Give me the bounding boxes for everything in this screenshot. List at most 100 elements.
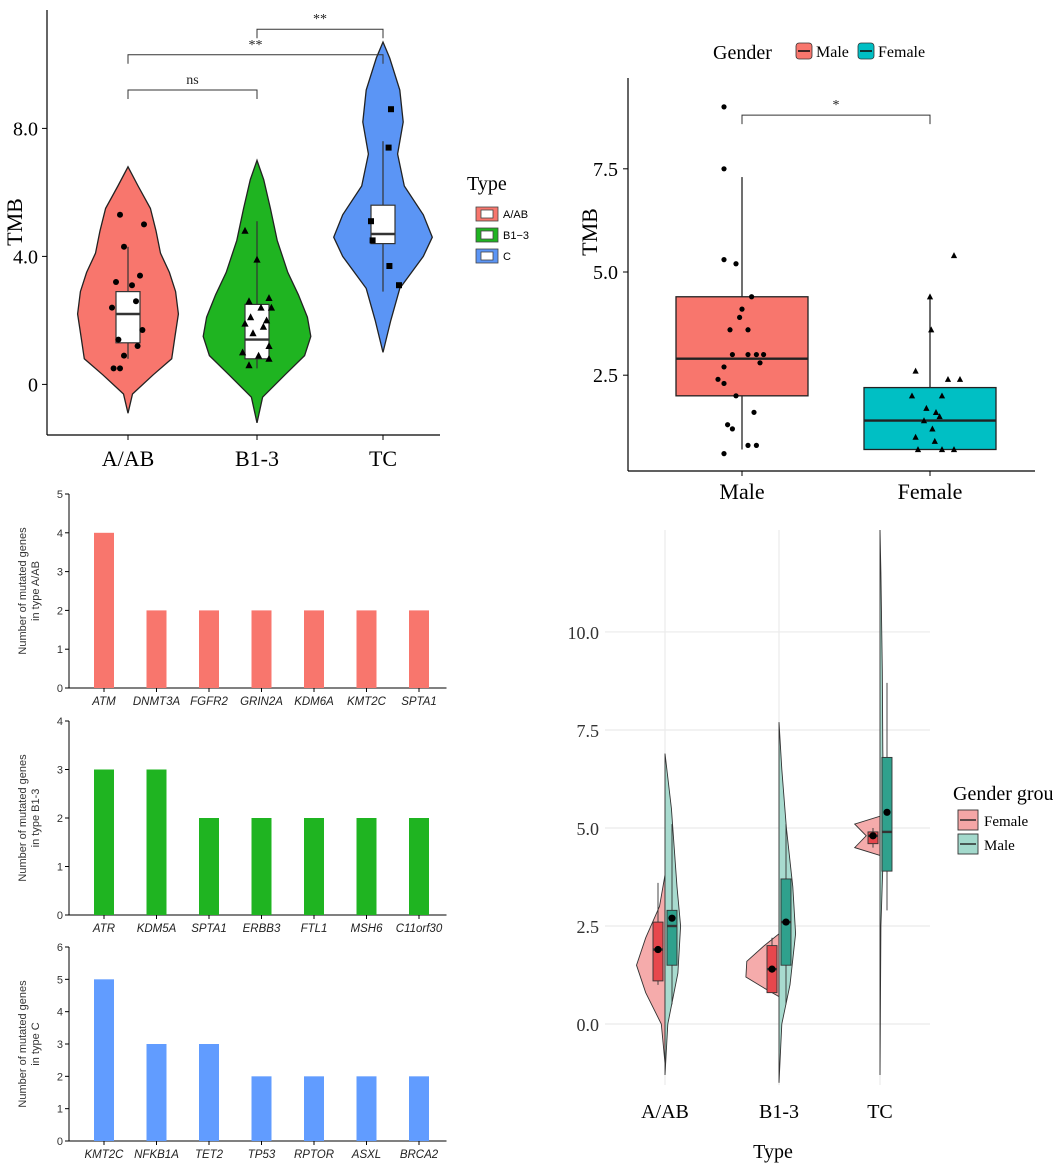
d-ytick-label-4: 10.0 [568,623,600,643]
panelC2-ytick-label-2: 2 [57,813,63,825]
a-xtick-label-1: B1-3 [235,446,279,471]
panelC3-bar-1 [146,1044,167,1141]
a-point-1-7 [263,316,271,324]
a-comparison-2-bracket [256,28,384,39]
panelC2-xtick-label-0: ATR [92,923,115,935]
b-point-0-20 [729,426,736,432]
panelC3-ytick-label-3: 3 [57,1039,63,1051]
panelC2-ytick-label-1: 1 [57,862,63,874]
panel-c2-bar-b13: 0 1 2 3 4 ATR KDM5A SPTA1 ERBB3 FTL1 MSH6 C11orf30 N… [17,716,447,935]
a-comparison-1-bracket [127,54,384,64]
a-comparison-1-label: ** [249,38,263,53]
a-ytick-label-2: 8.0 [13,118,38,140]
panelC1-xtick-label-0: ATM [91,696,116,708]
a-point-1-12 [239,348,247,356]
b-point-1-13 [912,433,919,440]
d-mean-female-0 [654,945,662,954]
panelC3-ytick-label-1: 1 [57,1104,63,1116]
b-point-1-16 [938,446,946,453]
a-legend-label-1: B1−3 [503,230,529,242]
a-ytick-label-0: 0 [28,374,38,396]
a-point-2-5 [396,282,402,289]
a-point-0-13 [117,365,123,372]
b-point-0-22 [745,442,751,448]
panelC2-ytick-label-0: 0 [57,910,63,922]
panelC1-xtick-label-3: GRIN2A [240,696,283,708]
b-point-1-4 [908,392,916,399]
panelC2-bar-2 [199,818,219,915]
panelC1-ytick-label-0: 0 [57,683,63,695]
b-point-1-7 [956,375,964,382]
panelC2-bar-3 [251,818,272,915]
d-mean-male-0 [668,914,676,922]
panelC3-xtick-label-0: KMT2C [85,1149,125,1161]
a-point-1-15 [245,361,253,369]
panelC2-y-axis-label: Number of mutated genesin type B1-3 [17,754,42,882]
panel-b-gender-box: 2.5 5.0 7.5 TMB Male Female * Gender Male Female [577,42,1035,504]
panelC3-xtick-label-1: NFKB1A [134,1149,179,1161]
a-point-2-2 [368,218,374,225]
d-ytick-label-3: 7.5 [577,721,600,741]
panelC3-xtick-label-3: TP53 [248,1149,276,1161]
b-point-1-5 [938,392,946,399]
panelC1-ytick-label-1: 1 [57,644,63,656]
panelC3-ytick-label-5: 5 [57,974,63,986]
b-y-axis-label: TMB [577,208,602,256]
panel-c1-bar-aab: 0 1 2 3 4 5 ATM DNMT3A FGFR2 GRIN2A KDM6A KMT2C SPTA… [17,489,447,708]
b-point-1-0 [950,252,958,259]
a-point-2-3 [369,237,376,244]
b-point-1-3 [912,367,919,374]
b-xtick-label-1: Female [898,479,963,504]
panelC1-bar-3 [251,610,272,688]
a-point-2-0 [388,106,394,113]
b-point-0-15 [715,376,721,382]
panel-c3-bar-c: 0 1 2 3 4 5 6 KMT2C NFKB1A TET2 TP53 RPTOR ASXL BRCA2… [17,942,447,1161]
b-point-0-4 [749,294,755,300]
panelC2-ytick-label-4: 4 [57,716,63,728]
panelC2-bar-0 [94,769,114,915]
d-ytick-label-2: 5.0 [577,819,600,839]
panelC1-bar-5 [356,610,377,688]
panelC2-bar-5 [356,818,377,915]
a-point-1-0 [241,226,249,234]
b-comparison-0-bracket [741,114,931,125]
a-point-0-9 [115,336,122,343]
panelC2-bar-6 [409,818,429,915]
panel-a-type-violin: 0 4.0 8.0 TMB A/AB B1-3 TC ns ** ** Type A/AB B1−3 C [2,10,529,471]
d-mean-male-2 [883,808,891,816]
b-point-1-11 [920,417,928,424]
a-point-1-3 [245,297,253,305]
b-point-0-7 [727,327,733,333]
a-point-0-11 [121,352,127,359]
a-comparison-0-label: ns [186,73,198,88]
panelC3-y-axis-label: Number of mutated genesin type C [17,980,42,1108]
a-point-0-1 [141,221,147,228]
d-mean-male-1 [782,918,790,926]
panelC1-xtick-label-2: FGFR2 [190,696,228,708]
d-xtick-label-0: A/AB [641,1101,689,1123]
b-ytick-label-1: 5.0 [593,262,618,284]
panelC2-bar-1 [146,769,167,915]
a-comparison-2-label: ** [313,12,327,27]
b-point-0-5 [739,306,745,312]
panelC2-ytick-label-3: 3 [57,765,63,777]
panelC3-xtick-label-5: ASXL [351,1149,381,1161]
a-point-0-12 [110,365,117,372]
a-point-1-9 [259,322,267,330]
a-point-1-11 [265,342,273,349]
panel-d-split-violin: 0.0 2.5 5.0 7.5 10.0 A/AB B1-3 TC Type Gender gro… [568,529,1053,1163]
a-point-1-14 [265,354,273,362]
panelC3-bar-2 [199,1044,219,1141]
d-xtick-label-2: TC [867,1101,893,1123]
panelC1-xtick-label-6: SPTA1 [401,696,437,708]
panelC3-bar-0 [94,979,114,1141]
panelC2-xtick-label-1: KDM5A [137,923,177,935]
b-point-0-3 [733,261,739,267]
b-point-0-1 [721,166,727,172]
d-mean-female-1 [768,965,776,973]
a-2-box [370,204,396,245]
a-xtick-label-2: TC [369,446,397,471]
b-point-0-14 [721,364,727,370]
panelC2-xtick-label-4: FTL1 [301,923,328,935]
